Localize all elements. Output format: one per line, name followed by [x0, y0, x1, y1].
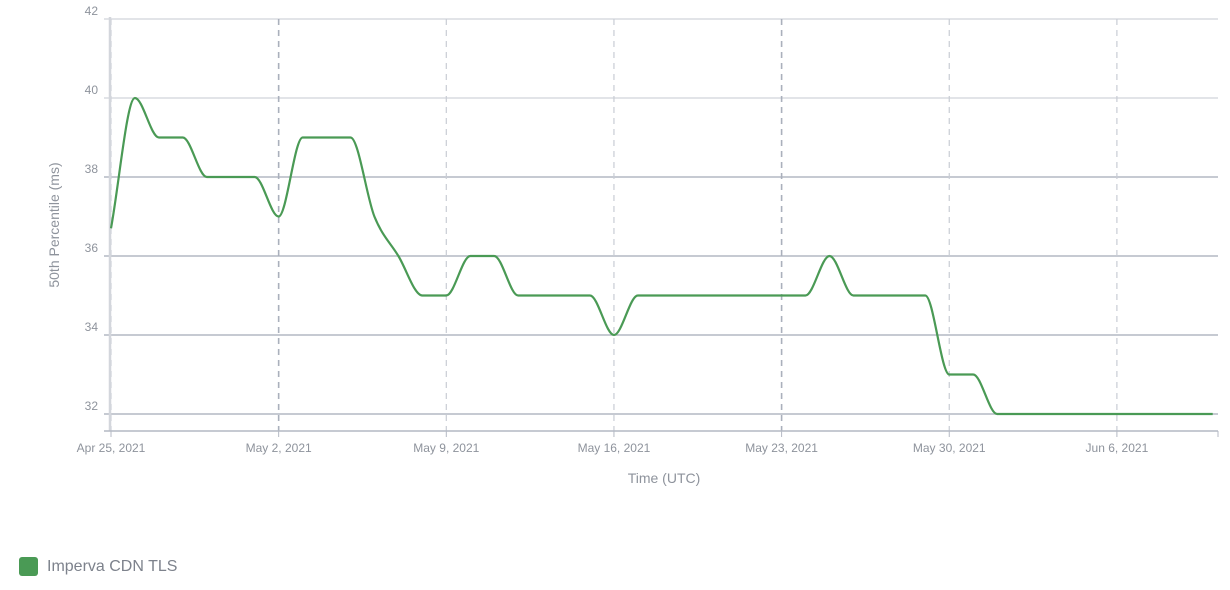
x-tick-label: May 23, 2021 [745, 441, 818, 455]
y-tick-label: 38 [85, 162, 99, 176]
x-tick-label: May 9, 2021 [413, 441, 479, 455]
legend-label: Imperva CDN TLS [47, 557, 178, 575]
series-line-imperva-cdn-tls[interactable] [109, 96, 1213, 416]
axes [104, 17, 1219, 437]
x-axis-tick-labels: Apr 25, 2021 May 2, 2021 May 9, 2021 May 16… [77, 441, 1149, 455]
y-tick-label: 40 [85, 83, 99, 97]
x-axis-title: Time (UTC) [628, 470, 701, 486]
x-tick-label: Jun 6, 2021 [1086, 441, 1149, 455]
line-chart: 32 34 36 38 40 42 Apr 25, 2021 May 2, 2021 May … [46, 4, 1219, 486]
x-tick-label: May 2, 2021 [246, 441, 312, 455]
y-axis-title: 50th Percentile (ms) [46, 162, 62, 287]
y-tick-label: 36 [85, 241, 99, 255]
y-axis-tick-labels: 32 34 36 38 40 42 [85, 4, 99, 413]
legend-swatch-icon [19, 557, 38, 576]
y-tick-label: 34 [85, 320, 99, 334]
legend-item-imperva-cdn-tls[interactable]: Imperva CDN TLS [19, 557, 177, 576]
x-tick-label: May 30, 2021 [913, 441, 986, 455]
y-tick-label: 32 [85, 399, 99, 413]
horizontal-gridlines [104, 18, 1218, 415]
x-tick-label: Apr 25, 2021 [77, 441, 146, 455]
x-tick-label: May 16, 2021 [578, 441, 651, 455]
y-tick-label: 42 [85, 4, 99, 18]
